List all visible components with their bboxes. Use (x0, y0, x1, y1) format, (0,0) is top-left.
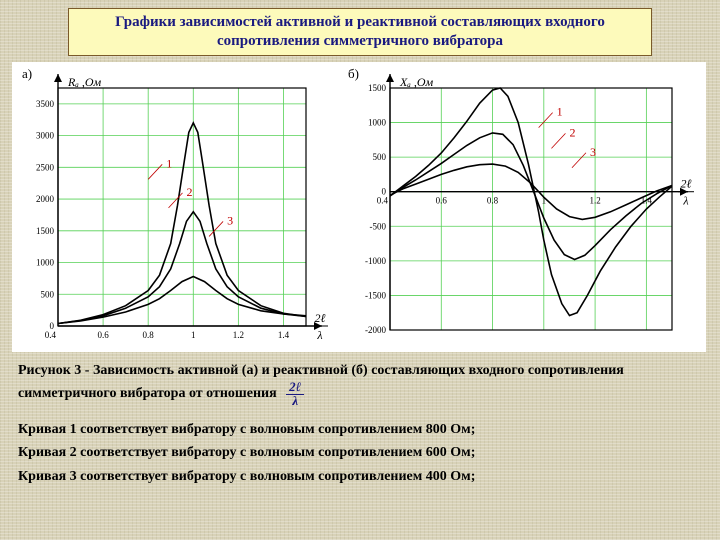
svg-text:0: 0 (50, 321, 55, 331)
svg-text:1000: 1000 (368, 117, 387, 127)
svg-text:0: 0 (382, 186, 387, 196)
figure-caption: Рисунок 3 - Зависимость активной (а) и р… (18, 362, 702, 408)
svg-text:1: 1 (166, 156, 172, 170)
svg-text:2: 2 (569, 125, 575, 139)
svg-text:1.2: 1.2 (233, 330, 244, 340)
svg-text:3: 3 (227, 213, 233, 227)
svg-text:-1000: -1000 (365, 255, 386, 265)
svg-text:1: 1 (191, 330, 196, 340)
svg-text:3000: 3000 (36, 130, 55, 140)
svg-text:2000: 2000 (36, 194, 55, 204)
chart-a: 0.6 0.8 1 1.2 1.4 0.4 500 1000 1500 2000 2500 3000 3… (16, 66, 336, 346)
svg-text:λ: λ (316, 328, 322, 342)
svg-text:-500: -500 (370, 221, 387, 231)
svg-text:1500: 1500 (36, 225, 55, 235)
legend-line-3: Кривая 3 соответствует вибратору с волно… (18, 465, 702, 489)
ratio-fraction: 2ℓ λ (286, 380, 304, 407)
legend-line-1: Кривая 1 соответствует вибратору с волно… (18, 418, 702, 442)
panel-b-label: б) (348, 66, 359, 82)
svg-text:3500: 3500 (36, 98, 55, 108)
svg-text:0.6: 0.6 (436, 195, 448, 205)
panel-a: а) 0.60.811.21.40.4500100015002000250030… (16, 66, 336, 346)
svg-text:500: 500 (41, 289, 55, 299)
caption-text: Рисунок 3 - Зависимость активной (а) и р… (18, 363, 624, 402)
svg-text:2500: 2500 (36, 162, 55, 172)
svg-text:0.6: 0.6 (97, 330, 109, 340)
charts-container: а) 0.60.811.21.40.4500100015002000250030… (12, 62, 706, 352)
svg-text:-1500: -1500 (365, 290, 386, 300)
legend-line-2: Кривая 2 соответствует вибратору с волно… (18, 441, 702, 465)
curve-legend: Кривая 1 соответствует вибратору с волно… (18, 418, 702, 489)
panel-a-label: а) (22, 66, 32, 82)
svg-text:1000: 1000 (36, 257, 55, 267)
svg-text:-2000: -2000 (365, 325, 386, 335)
ratio-denominator: λ (289, 393, 301, 408)
panel-b: б) 0.60.811.21.40.4-2000-1500-1000-50005… (342, 66, 702, 346)
svg-text:Xₐ ,Ом: Xₐ ,Ом (399, 75, 434, 89)
title-box: Графики зависимостей активной и реактивн… (68, 8, 652, 56)
svg-text:500: 500 (373, 152, 387, 162)
svg-text:λ: λ (682, 193, 688, 207)
svg-text:0.4: 0.4 (45, 330, 57, 340)
svg-text:0.4: 0.4 (377, 195, 389, 205)
svg-text:1500: 1500 (368, 83, 387, 93)
svg-text:Rₐ ,Ом: Rₐ ,Ом (67, 75, 102, 89)
chart-b: 0.60.811.21.40.4-2000-1500-1000-50005001… (342, 66, 702, 346)
svg-text:0.8: 0.8 (487, 195, 499, 205)
svg-text:2: 2 (187, 184, 193, 198)
svg-text:2ℓ: 2ℓ (681, 176, 692, 190)
svg-text:1.4: 1.4 (278, 330, 290, 340)
svg-text:1: 1 (557, 104, 563, 118)
svg-text:0.8: 0.8 (143, 330, 155, 340)
svg-text:3: 3 (590, 144, 596, 158)
svg-text:2ℓ: 2ℓ (315, 311, 326, 325)
svg-text:1.2: 1.2 (589, 195, 600, 205)
title-text: Графики зависимостей активной и реактивн… (115, 14, 605, 49)
